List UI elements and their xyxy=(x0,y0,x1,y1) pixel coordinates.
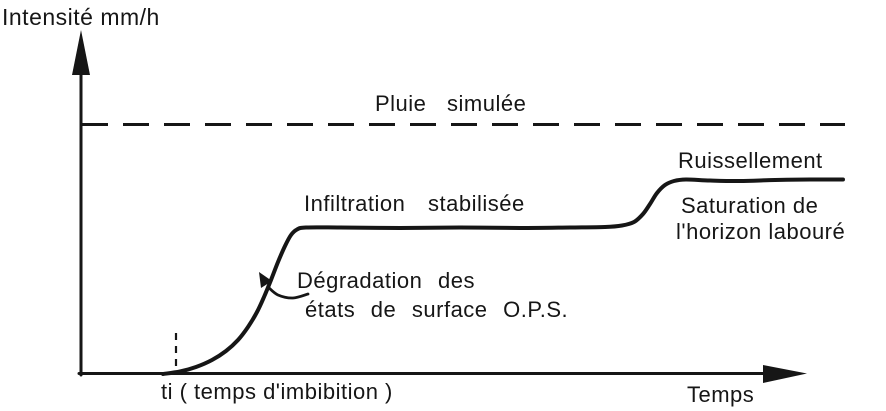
degradation-annotation-line1: Dégradation des xyxy=(297,268,475,293)
saturation-caption: Saturation de l'horizon labouré xyxy=(676,193,845,245)
x-axis-arrowhead-icon xyxy=(763,365,807,383)
saturation-caption-line1: Saturation de xyxy=(681,193,819,218)
y-axis-arrowhead-icon xyxy=(72,30,90,75)
rain-series-label: Pluie simulée xyxy=(375,91,527,116)
annotation-arrow-tail xyxy=(266,285,310,300)
y-axis-label: Intensité mm/h xyxy=(2,4,160,30)
intensity-curve xyxy=(161,177,845,376)
infiltration-phase-label: Infiltration stabilisée xyxy=(304,191,525,216)
x-axis-label: Temps xyxy=(687,382,755,407)
runoff-phase-label: Ruissellement xyxy=(678,148,823,173)
ti-tick-label: ti ( temps d'imbibition ) xyxy=(161,379,393,404)
degradation-annotation: Dégradation des états de surface O.P.S. xyxy=(297,266,568,324)
saturation-caption-line2: l'horizon labouré xyxy=(676,219,846,244)
degradation-annotation-line2: états de surface O.P.S. xyxy=(305,297,569,322)
annotation-arrowhead-icon xyxy=(259,272,272,288)
